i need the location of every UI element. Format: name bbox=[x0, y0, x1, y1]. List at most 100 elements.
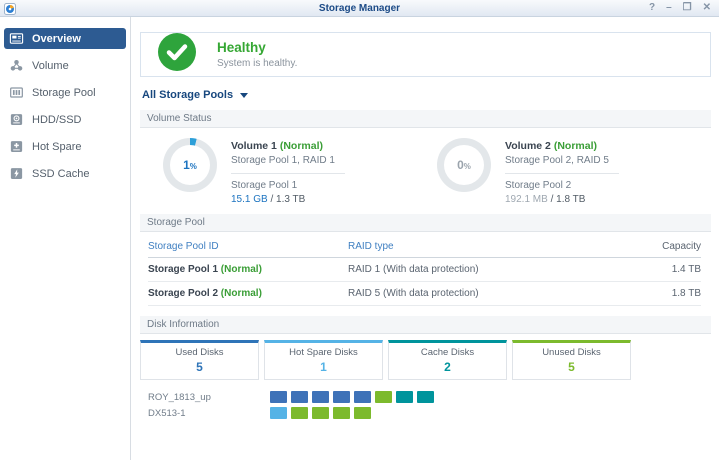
volume-card: 0% Volume 2 (Normal) Storage Pool 2, RAI… bbox=[437, 138, 711, 205]
health-banner: Healthy System is healthy. bbox=[140, 32, 711, 77]
volume-status-badge: (Normal) bbox=[279, 140, 323, 152]
disk-block-used bbox=[333, 391, 350, 403]
pool-id: Storage Pool 1 bbox=[148, 264, 219, 275]
restore-icon[interactable]: ❐ bbox=[682, 2, 692, 13]
table-row[interactable]: Storage Pool 2 (Normal) RAID 5 (With data… bbox=[148, 282, 701, 306]
sidebar-item-hot-spare[interactable]: Hot Spare bbox=[4, 136, 126, 157]
storage-pool-table-header: Storage Pool ID RAID type Capacity bbox=[148, 241, 701, 258]
disk-block-used bbox=[312, 391, 329, 403]
column-header-raid-type: RAID type bbox=[348, 241, 394, 252]
volume-name: Volume 1 (Normal) bbox=[231, 140, 323, 152]
volume-usage-donut: 1% bbox=[163, 138, 217, 192]
section-volume-status: Volume Status bbox=[140, 110, 711, 128]
volume-description: Storage Pool 2, RAID 5 bbox=[505, 155, 609, 166]
stat-label: Used Disks bbox=[175, 347, 224, 358]
sidebar-item-label: SSD Cache bbox=[32, 167, 90, 180]
disk-slot-strip bbox=[270, 391, 434, 403]
capacity: 1.4 TB bbox=[671, 264, 701, 275]
volume-pool: Storage Pool 1 bbox=[231, 180, 298, 191]
sidebar-item-hdd-ssd[interactable]: HDD/SSD bbox=[4, 109, 126, 130]
stat-card-unused-disks: Unused Disks 5 bbox=[512, 340, 631, 380]
stat-card-used-disks: Used Disks 5 bbox=[140, 340, 259, 380]
disk-block-used bbox=[354, 391, 371, 403]
disk-block-unused bbox=[354, 407, 371, 419]
hdd-ssd-icon bbox=[9, 112, 24, 127]
raid-type: RAID 1 (With data protection) bbox=[348, 264, 479, 275]
stat-card-hot-spare-disks: Hot Spare Disks 1 bbox=[264, 340, 383, 380]
pool-status-badge: (Normal) bbox=[220, 264, 262, 275]
sidebar-item-label: Hot Spare bbox=[32, 140, 82, 153]
sidebar-item-overview[interactable]: Overview bbox=[4, 28, 126, 49]
healthy-check-icon bbox=[158, 33, 196, 76]
volume-name: Volume 2 (Normal) bbox=[505, 140, 597, 152]
storage-manager-app-icon bbox=[4, 2, 16, 15]
section-disk-information: Disk Information bbox=[140, 316, 711, 334]
overview-icon bbox=[9, 31, 24, 46]
enclosure-list: ROY_1813_up DX513-1 bbox=[140, 391, 711, 419]
storage-pool-icon bbox=[9, 85, 24, 100]
volume-icon bbox=[9, 58, 24, 73]
disk-block-cache bbox=[396, 391, 413, 403]
volume-usage: 192.1 MB / 1.8 TB bbox=[505, 194, 586, 205]
health-message: System is healthy. bbox=[217, 58, 298, 69]
chevron-down-icon bbox=[240, 92, 249, 98]
stat-label: Hot Spare Disks bbox=[289, 347, 358, 358]
capacity: 1.8 TB bbox=[671, 288, 701, 299]
sidebar-item-label: Overview bbox=[32, 32, 81, 45]
enclosure-row: ROY_1813_up bbox=[148, 391, 711, 403]
volume-status-row: 1% Volume 1 (Normal) Storage Pool 1, RAI… bbox=[140, 128, 711, 214]
sidebar-item-label: Volume bbox=[32, 59, 69, 72]
disk-block-unused bbox=[333, 407, 350, 419]
column-header-capacity: Capacity bbox=[662, 241, 701, 252]
enclosure-label: DX513-1 bbox=[148, 407, 186, 419]
window-title: Storage Manager bbox=[318, 2, 401, 14]
title-bar: Storage Manager ? – ❐ ✕ bbox=[0, 0, 719, 17]
disk-block-unused bbox=[312, 407, 329, 419]
health-status: Healthy bbox=[217, 40, 266, 55]
storage-pool-table: Storage Pool ID RAID type Capacity Stora… bbox=[140, 241, 711, 306]
pool-id: Storage Pool 2 bbox=[148, 288, 219, 299]
storage-pool-filter-dropdown[interactable]: All Storage Pools bbox=[142, 89, 249, 101]
volume-usage: 15.1 GB / 1.3 TB bbox=[231, 194, 306, 205]
stat-label: Cache Disks bbox=[420, 347, 475, 358]
disk-block-used bbox=[291, 391, 308, 403]
stat-value: 1 bbox=[320, 360, 327, 374]
minimize-icon[interactable]: – bbox=[666, 2, 672, 13]
enclosure-row: DX513-1 bbox=[148, 407, 711, 419]
ssd-cache-icon bbox=[9, 166, 24, 181]
disk-block-cache bbox=[417, 391, 434, 403]
volume-description: Storage Pool 1, RAID 1 bbox=[231, 155, 335, 166]
sidebar-item-label: HDD/SSD bbox=[32, 113, 82, 126]
volume-usage-donut: 0% bbox=[437, 138, 491, 192]
sidebar-item-volume[interactable]: Volume bbox=[4, 55, 126, 76]
close-icon[interactable]: ✕ bbox=[702, 2, 711, 13]
table-row[interactable]: Storage Pool 1 (Normal) RAID 1 (With data… bbox=[148, 258, 701, 282]
volume-pool: Storage Pool 2 bbox=[505, 180, 572, 191]
raid-type: RAID 5 (With data protection) bbox=[348, 288, 479, 299]
disk-stat-cards: Used Disks 5 Hot Spare Disks 1 Cache Disks 2 U… bbox=[140, 340, 711, 380]
pool-status-badge: (Normal) bbox=[220, 288, 262, 299]
column-header-pool-id: Storage Pool ID bbox=[148, 241, 219, 252]
hot-spare-icon bbox=[9, 139, 24, 154]
sidebar: Overview Volume Storage Pool HDD/SSD Hot Spa… bbox=[0, 17, 131, 460]
stat-value: 5 bbox=[568, 360, 575, 374]
disk-block-used bbox=[270, 391, 287, 403]
storage-pool-filter-label: All Storage Pools bbox=[142, 89, 234, 101]
disk-block-unused bbox=[291, 407, 308, 419]
disk-block-unused bbox=[375, 391, 392, 403]
sidebar-item-ssd-cache[interactable]: SSD Cache bbox=[4, 163, 126, 184]
disk-block-hotspare bbox=[270, 407, 287, 419]
disk-slot-strip bbox=[270, 407, 371, 419]
volume-status-badge: (Normal) bbox=[553, 140, 597, 152]
stat-value: 2 bbox=[444, 360, 451, 374]
sidebar-item-label: Storage Pool bbox=[32, 86, 96, 99]
sidebar-item-storage-pool[interactable]: Storage Pool bbox=[4, 82, 126, 103]
stat-card-cache-disks: Cache Disks 2 bbox=[388, 340, 507, 380]
volume-card: 1% Volume 1 (Normal) Storage Pool 1, RAI… bbox=[163, 138, 437, 205]
stat-label: Unused Disks bbox=[542, 347, 601, 358]
help-icon[interactable]: ? bbox=[648, 2, 656, 13]
enclosure-label: ROY_1813_up bbox=[148, 391, 211, 403]
section-storage-pool: Storage Pool bbox=[140, 214, 711, 232]
stat-value: 5 bbox=[196, 360, 203, 374]
overview-panel: Healthy System is healthy. All Storage P… bbox=[131, 17, 719, 460]
